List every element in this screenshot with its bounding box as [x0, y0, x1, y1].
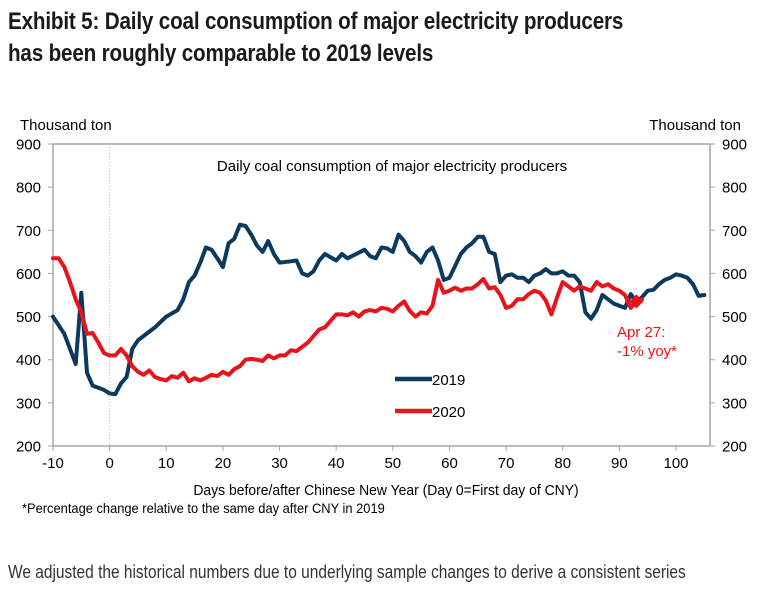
x-tick-label: 10: [158, 455, 175, 472]
annotation-marker: [629, 294, 644, 309]
source-note: We adjusted the historical numbers due t…: [8, 562, 686, 582]
footnote: *Percentage change relative to the same …: [22, 500, 385, 516]
y-tick-label-right: 800: [722, 180, 747, 197]
annotation-line-2: -1% yoy*: [617, 343, 677, 360]
y-tick-label-left: 200: [16, 439, 41, 456]
x-axis-label: Days before/after Chinese New Year (Day …: [193, 483, 578, 500]
y-tick-label-left: 500: [16, 309, 41, 326]
title-line-1: Exhibit 5: Daily coal consumption of maj…: [8, 8, 624, 35]
y-tick-label-left: 400: [16, 352, 41, 369]
x-tick-label: 20: [215, 455, 232, 472]
chart-subtitle: Daily coal consumption of major electric…: [217, 158, 567, 175]
y-tick-label-left: 700: [16, 223, 41, 240]
x-tick-label: 60: [441, 455, 458, 472]
title-line-2: has been roughly comparable to 2019 leve…: [8, 40, 434, 67]
x-tick-label: -10: [42, 455, 64, 472]
x-tick-label: 90: [611, 455, 628, 472]
x-tick-label: 30: [271, 455, 288, 472]
y-tick-label-left: 600: [16, 266, 41, 283]
annotation: Apr 27: -1% yoy*: [617, 324, 677, 360]
x-tick-label: 0: [105, 455, 113, 472]
series-line-2019: [51, 222, 707, 397]
y-tick-label-left: 300: [16, 395, 41, 412]
legend-label-2020: 2020: [432, 404, 465, 421]
x-tick-label: 80: [554, 455, 571, 472]
y-tick-label-right: 400: [722, 352, 747, 369]
series-group: [51, 222, 707, 397]
x-tick-label: 100: [664, 455, 689, 472]
series-line-2020: [51, 256, 644, 384]
y-tick-label-right: 200: [722, 439, 747, 456]
legend: 2019 2020: [395, 372, 465, 421]
y-tick-label-right: 600: [722, 266, 747, 283]
legend-label-2019: 2019: [432, 372, 465, 389]
y-tick-label-right: 700: [722, 223, 747, 240]
x-tick-label: 70: [498, 455, 515, 472]
y-tick-label-right: 900: [722, 137, 747, 154]
y-tick-label-left: 800: [16, 180, 41, 197]
y-tick-label-right: 500: [722, 309, 747, 326]
x-tick-label: 50: [384, 455, 401, 472]
y-tick-label-right: 300: [722, 395, 747, 412]
annotation-line-1: Apr 27:: [617, 324, 665, 341]
y-axis-label-right: Thousand ton: [649, 117, 741, 134]
exhibit-title: Exhibit 5: Daily coal consumption of maj…: [8, 6, 662, 70]
x-tick-label: 40: [328, 455, 345, 472]
y-tick-label-left: 900: [16, 137, 41, 154]
y-axis-label-left: Thousand ton: [20, 117, 112, 134]
